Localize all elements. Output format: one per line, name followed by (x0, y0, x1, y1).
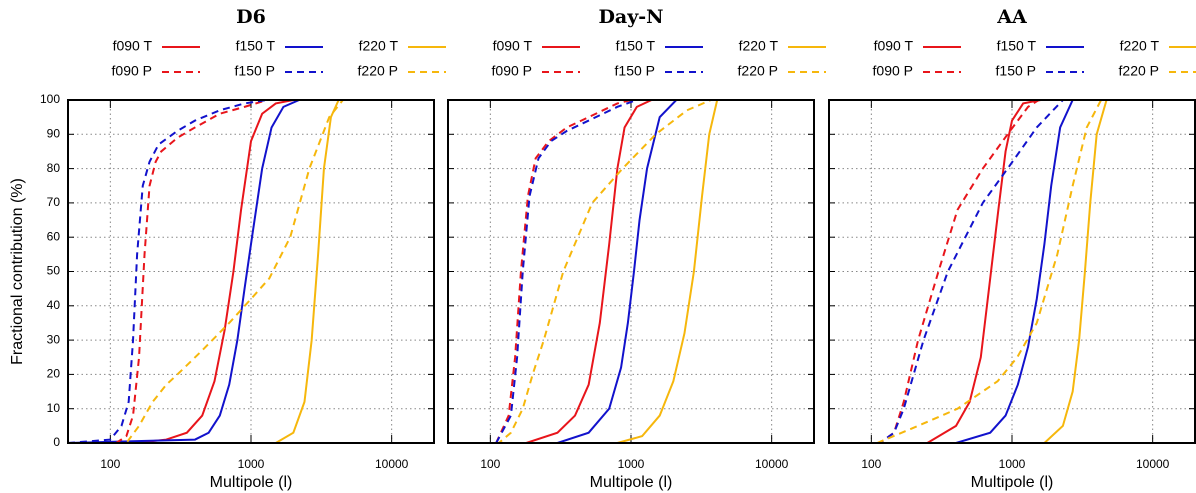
x-axis-label: Multipole (l) (971, 474, 1054, 491)
y-tick-label: 50 (47, 264, 61, 278)
y-tick-label: 60 (47, 229, 61, 243)
legend-label: f150 P (235, 63, 275, 79)
legend-label: f090 T (493, 38, 533, 54)
legend-label: f090 P (492, 63, 532, 79)
data-line (448, 100, 814, 443)
panel-title: AA (996, 6, 1027, 28)
x-tick-label: 100 (480, 457, 500, 471)
legend-label: f090 T (874, 38, 914, 54)
plot-frame (828, 99, 1196, 444)
y-tick-label: 0 (53, 435, 60, 449)
data-line (68, 100, 434, 443)
legend-label: f150 T (997, 38, 1037, 54)
legend-label: f090 T (113, 38, 153, 54)
legend-label: f090 P (873, 63, 913, 79)
legend-label: f150 P (615, 63, 655, 79)
x-axis-label: Multipole (l) (210, 474, 293, 491)
data-line (448, 100, 814, 443)
data-line (448, 100, 814, 443)
x-tick-label: 1000 (238, 457, 265, 471)
x-tick-label: 1000 (999, 457, 1026, 471)
legend-label: f090 P (112, 63, 152, 79)
y-tick-label: 100 (40, 92, 60, 106)
data-line (68, 100, 434, 443)
y-tick-label: 90 (47, 126, 61, 140)
y-tick-label: 10 (47, 401, 61, 415)
plot-frame (447, 99, 815, 444)
data-line (448, 100, 814, 443)
legend-label: f220 T (739, 38, 779, 54)
data-line (68, 100, 434, 443)
data-line (448, 100, 814, 443)
y-tick-label: 70 (47, 195, 61, 209)
x-tick-label: 10000 (1136, 457, 1170, 471)
data-line (829, 100, 1195, 443)
y-axis-label: Fractional contribution (%) (9, 178, 26, 365)
legend-label: f220 T (359, 38, 399, 54)
panel-title: D6 (236, 6, 266, 28)
y-tick-label: 20 (47, 367, 61, 381)
data-line (448, 100, 814, 443)
x-tick-label: 1000 (618, 457, 645, 471)
panel: D6 0 10 20 30 40 50 60 70 80 90 100 100 1000 10000 Mult… (9, 6, 446, 491)
legend-label: f150 T (616, 38, 656, 54)
data-line (829, 100, 1195, 443)
x-tick-label: 10000 (755, 457, 789, 471)
data-line (68, 100, 434, 443)
y-tick-label: 80 (47, 161, 61, 175)
x-tick-label: 10000 (375, 457, 409, 471)
panel: Day-N 100 1000 10000 Multipole (l) f090 T f150… (447, 6, 826, 491)
legend-label: f150 T (236, 38, 276, 54)
x-tick-label: 100 (100, 457, 120, 471)
data-line (829, 100, 1195, 443)
legend-label: f220 P (738, 63, 778, 79)
y-tick-label: 40 (47, 298, 61, 312)
x-axis-label: Multipole (l) (590, 474, 673, 491)
data-line (829, 100, 1195, 443)
legend-label: f220 P (1119, 63, 1159, 79)
plot-frame (67, 99, 435, 444)
data-line (829, 100, 1195, 443)
panel: AA 100 1000 10000 Multipole (l) f090 T f150 T f… (828, 6, 1196, 491)
legend-label: f220 P (358, 63, 398, 79)
legend-label: f150 P (996, 63, 1036, 79)
panel-title: Day-N (598, 6, 663, 28)
x-tick-label: 100 (861, 457, 881, 471)
y-tick-label: 30 (47, 332, 61, 346)
legend-label: f220 T (1120, 38, 1160, 54)
data-line (68, 100, 434, 443)
